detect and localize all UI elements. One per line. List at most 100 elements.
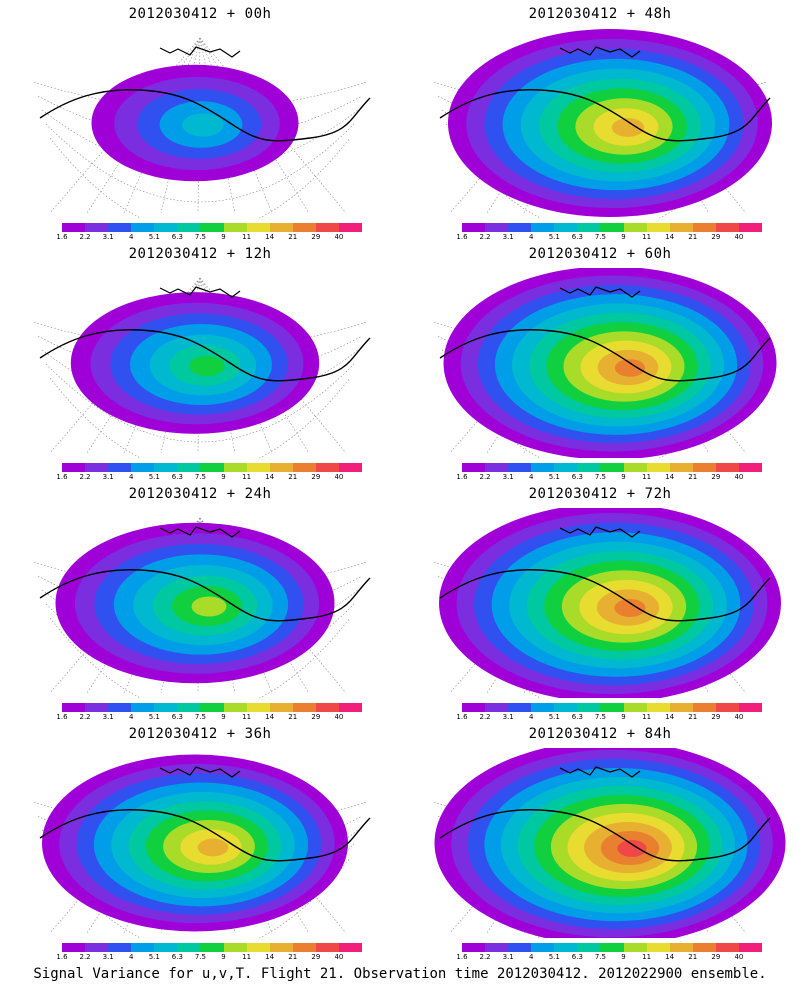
- colorbar-swatch: [85, 703, 109, 712]
- colorbar-tick-label: 21: [288, 473, 298, 481]
- colorbar-tick-label: 40: [334, 953, 344, 961]
- colorbar-swatch: [131, 463, 155, 472]
- colorbar-swatch: [177, 703, 201, 712]
- colorbar-swatch: [508, 463, 532, 472]
- colorbar-tick-label: 6.3: [571, 473, 583, 481]
- colorbar-swatch: [462, 703, 486, 712]
- colorbar-swatch: [577, 703, 601, 712]
- colorbar-tick-label: 40: [334, 233, 344, 241]
- colorbar-swatch: [177, 463, 201, 472]
- colorbar-swatch: [223, 703, 247, 712]
- colorbar-tick-label: 2.2: [479, 953, 491, 961]
- colorbar-swatch: [200, 943, 224, 952]
- panel-title: 2012030412 + 00h: [128, 6, 272, 22]
- colorbar-swatch: [338, 223, 363, 232]
- colorbar-swatch: [62, 463, 86, 472]
- colorbar-swatch: [200, 703, 224, 712]
- colorbar-swatch: [462, 463, 486, 472]
- colorbar-tick-label: 40: [734, 953, 744, 961]
- colorbar-tick-label: 14: [665, 953, 675, 961]
- colorbar-swatch: [646, 223, 670, 232]
- colorbar-tick-label: 5.1: [148, 953, 160, 961]
- colorbar-tick-label: 21: [288, 713, 298, 721]
- colorbar-tick-label: 7.5: [594, 713, 607, 721]
- colorbar-swatch: [692, 703, 716, 712]
- colorbar-swatch: [485, 703, 509, 712]
- colorbar-tick-label: 3.1: [102, 953, 114, 961]
- colorbar-tick-label: 14: [265, 713, 275, 721]
- colorbar-swatch: [485, 943, 509, 952]
- colorbar-swatch: [531, 943, 555, 952]
- colorbar-tick-label: 4: [128, 953, 134, 961]
- colorbar-swatch: [692, 223, 716, 232]
- colorbar-tick-label: 7.5: [594, 233, 607, 241]
- colorbar-tick-label: 2.2: [79, 473, 91, 481]
- colorbar-tick-label: 6.3: [171, 473, 183, 481]
- forecast-panel: 2012030412 + 24h 1.6 2.2 3.1 4 5.1 6.3 7.5 9 11 14…: [0, 480, 400, 723]
- colorbar-swatch: [269, 943, 293, 952]
- colorbar-swatch: [269, 463, 293, 472]
- colorbar-swatch: [292, 703, 316, 712]
- colorbar-tick-label: 7.5: [194, 713, 207, 721]
- colorbar-swatch: [669, 703, 693, 712]
- colorbar-swatch: [246, 943, 270, 952]
- colorbar-swatch: [154, 223, 178, 232]
- colorbar-swatch: [154, 703, 178, 712]
- colorbar-tick-label: 2.2: [79, 233, 91, 241]
- colorbar-tick-label: 40: [734, 473, 744, 481]
- colorbar-swatch: [315, 703, 339, 712]
- colorbar-tick-label: 9: [221, 713, 226, 721]
- colorbar-swatch: [315, 463, 339, 472]
- colorbar-tick-label: 11: [642, 233, 652, 241]
- coastline: [439, 329, 771, 382]
- colorbar-tick-label: 29: [311, 233, 321, 241]
- colorbar-tick-label: 6.3: [171, 713, 183, 721]
- arctic-islands: [159, 766, 241, 778]
- coastline: [439, 89, 771, 142]
- colorbar-swatch: [692, 463, 716, 472]
- colorbar-tick-label: 9: [221, 953, 226, 961]
- colorbar-tick-label: 1.6: [456, 713, 468, 721]
- colorbar-tick-label: 40: [334, 473, 344, 481]
- colorbar-swatch: [246, 703, 270, 712]
- colorbar-swatch: [485, 463, 509, 472]
- colorbar-tick-label: 9: [621, 713, 626, 721]
- colorbar-tick-label: 4: [128, 713, 134, 721]
- colorbar-swatch: [177, 223, 201, 232]
- colorbar-swatch: [338, 703, 363, 712]
- colorbar-tick-label: 9: [221, 233, 226, 241]
- colorbar-swatch: [246, 463, 270, 472]
- colorbar-swatch: [531, 703, 555, 712]
- colorbar-tick-label: 1.6: [56, 953, 68, 961]
- colorbar-swatch: [531, 223, 555, 232]
- colorbar-tick-label: 11: [642, 473, 652, 481]
- polar-stereographic-map: [433, 29, 772, 218]
- colorbar-tick-label: 14: [665, 713, 675, 721]
- colorbar-swatch: [508, 223, 532, 232]
- colorbar-swatch: [108, 943, 132, 952]
- colorbar-swatch: [623, 463, 647, 472]
- colorbar-tick-label: 9: [621, 473, 626, 481]
- colorbar-swatch: [715, 703, 739, 712]
- colorbar-swatch: [623, 943, 647, 952]
- panel-title: 2012030412 + 60h: [528, 246, 672, 262]
- colorbar-tick-label: 21: [688, 953, 698, 961]
- colorbar-tick-label: 11: [242, 713, 252, 721]
- variance-field: [434, 748, 786, 938]
- colorbar-swatch: [600, 463, 624, 472]
- colorbar-tick-label: 2.2: [79, 713, 91, 721]
- colorbar-tick-label: 1.6: [456, 233, 468, 241]
- colorbar-tick-label: 4: [528, 953, 534, 961]
- colorbar-swatch: [154, 463, 178, 472]
- colorbar-swatch: [200, 223, 224, 232]
- colorbar-swatch: [577, 463, 601, 472]
- panel-title: 2012030412 + 72h: [528, 486, 672, 502]
- colorbar-tick-label: 6.3: [171, 953, 183, 961]
- colorbar-tick-label: 3.1: [502, 473, 514, 481]
- colorbar-swatch: [62, 943, 86, 952]
- colorbar-swatch: [715, 223, 739, 232]
- colorbar-tick-label: 29: [711, 713, 721, 721]
- colorbar-swatch: [646, 463, 670, 472]
- colorbar-swatch: [131, 223, 155, 232]
- colorbar-swatch: [62, 223, 86, 232]
